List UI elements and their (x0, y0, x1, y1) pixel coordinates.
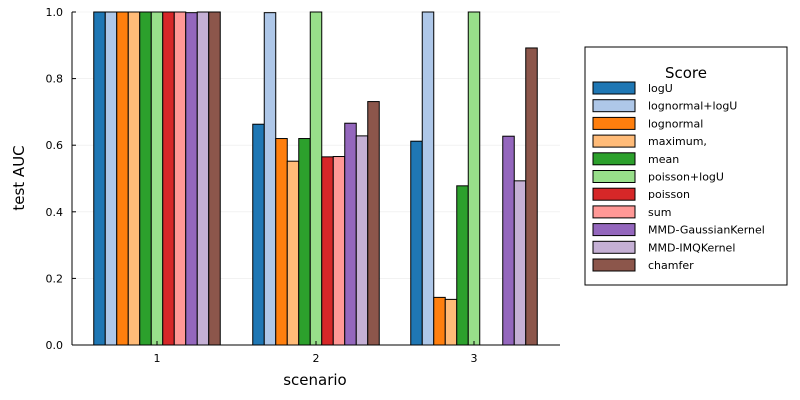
legend-swatch (592, 134, 636, 148)
legend-label: chamfer (648, 259, 694, 272)
bar-mean-2 (298, 138, 311, 346)
bar-mmd-gaussiankernel-3 (502, 135, 515, 346)
bar-maximum--1 (127, 11, 141, 346)
bar-lognormal-logu-1 (104, 11, 118, 346)
bar-logu-3 (410, 140, 423, 346)
bar-sum-2 (332, 156, 346, 346)
bar-maximum--2 (286, 160, 300, 346)
bar-chamfer-3 (525, 47, 538, 346)
legend-swatch (592, 99, 636, 113)
x-axis-title: scenario (283, 371, 347, 389)
legend-swatch (592, 223, 636, 237)
axes (71, 11, 560, 346)
bar-maximum--3 (444, 298, 458, 346)
legend-label: mean (648, 153, 679, 166)
bar-mmd-gaussiankernel-1 (185, 12, 198, 346)
legend-label: poisson+logU (648, 171, 724, 184)
bar-poisson-logu-1 (150, 11, 164, 346)
legend-label: MMD-IMQKernel (648, 241, 735, 254)
bar-mmd-imqkernel-2 (355, 135, 369, 346)
tick-labels: 0.0 0.2 0.4 0.6 0.8 1.0 1 2 3 (46, 6, 478, 365)
bars (93, 11, 538, 346)
x-tick-label: 1 (154, 352, 161, 365)
legend-swatch (592, 205, 636, 219)
y-axis-title: test AUC (10, 145, 28, 210)
legend-label: logU (648, 82, 673, 95)
bar-lognormal-1 (116, 11, 129, 346)
bar-mean-1 (139, 11, 152, 346)
bar-chamfer-2 (367, 101, 380, 346)
legend-swatch (592, 170, 636, 183)
y-tick-label: 0.4 (46, 206, 64, 219)
bar-logu-1 (93, 11, 106, 346)
bar-lognormal-logu-3 (421, 11, 435, 346)
bar-mean-3 (456, 185, 469, 346)
y-tick-label: 0.6 (46, 139, 64, 152)
legend: Score logU lognormal+logU lognormal maximum… (584, 46, 788, 286)
bar-poisson-logu-2 (309, 11, 323, 346)
legend-label: lognormal (648, 117, 703, 130)
legend-swatch (592, 187, 636, 201)
y-tick-label: 0.0 (46, 339, 64, 352)
bar-sum-1 (173, 11, 187, 346)
legend-swatch (592, 240, 636, 254)
legend-label: MMD-GaussianKernel (648, 224, 765, 237)
bar-logu-2 (252, 123, 265, 346)
legend-label: sum (648, 206, 671, 219)
x-tick-label: 3 (471, 352, 478, 365)
bar-mmd-gaussiankernel-2 (344, 122, 357, 346)
x-tick-label: 2 (313, 352, 320, 365)
legend-swatch (592, 116, 636, 130)
legend-label: lognormal+logU (648, 100, 737, 113)
y-tick-label: 0.2 (46, 272, 64, 285)
legend-swatch (592, 258, 636, 272)
bar-poisson-1 (162, 11, 175, 346)
bar-lognormal-3 (433, 296, 446, 346)
y-tick-label: 1.0 (46, 6, 64, 19)
bar-chamfer-1 (208, 11, 221, 346)
y-tick-label: 0.8 (46, 73, 64, 86)
bar-mmd-imqkernel-1 (196, 11, 210, 346)
legend-label: maximum, (648, 135, 707, 148)
bar-poisson-2 (321, 156, 334, 346)
legend-label: poisson (648, 188, 690, 201)
legend-swatch (592, 81, 636, 95)
legend-title: Score (665, 64, 707, 82)
bar-lognormal-logu-2 (263, 12, 277, 346)
bar-mmd-imqkernel-3 (513, 180, 527, 346)
bar-lognormal-2 (275, 138, 288, 346)
legend-swatch (592, 152, 636, 166)
bar-poisson-logu-3 (467, 11, 481, 346)
